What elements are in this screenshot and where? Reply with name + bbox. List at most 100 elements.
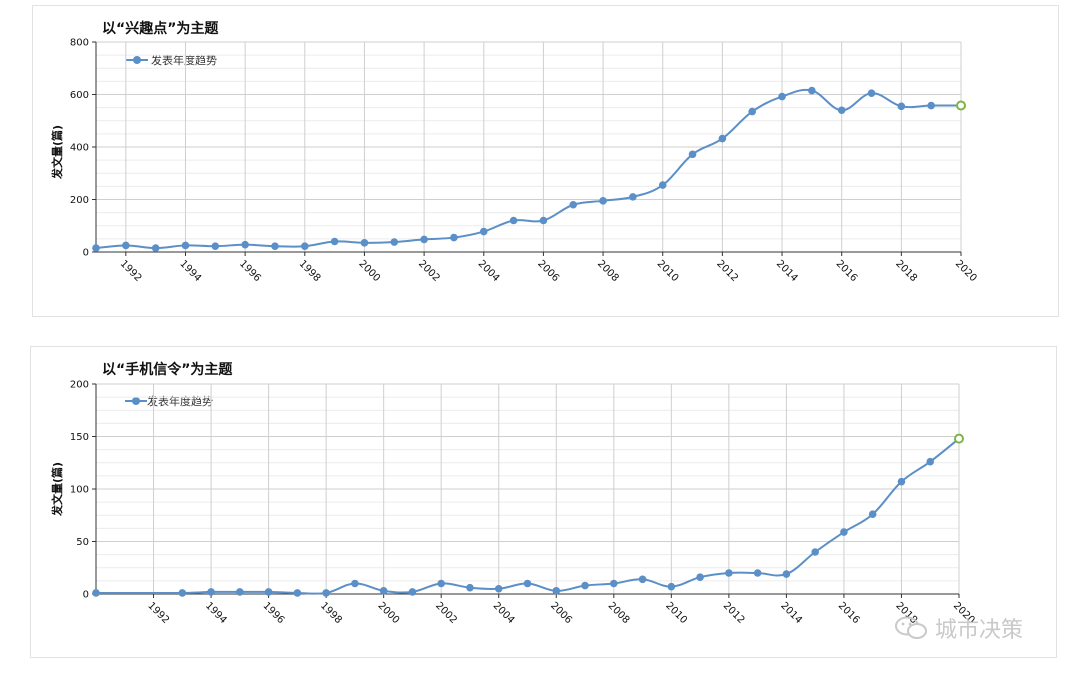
data-point[interactable]: [322, 589, 330, 597]
legend-marker-icon: [132, 397, 140, 405]
data-point[interactable]: [599, 197, 607, 205]
data-point[interactable]: [479, 227, 488, 236]
x-tick-label: 1994: [177, 258, 203, 284]
data-point[interactable]: [867, 89, 876, 97]
data-point[interactable]: [610, 579, 618, 588]
x-tick-label: 2000: [356, 258, 382, 284]
watermark: 城市决策: [893, 612, 1023, 644]
x-tick-label: 2014: [778, 600, 804, 626]
legend[interactable]: 发表年度趋势: [126, 53, 217, 67]
data-point[interactable]: [92, 244, 100, 252]
data-point[interactable]: [300, 242, 309, 251]
data-point[interactable]: [782, 570, 791, 578]
legend-marker-icon: [133, 56, 141, 64]
data-point[interactable]: [241, 240, 249, 249]
data-point[interactable]: [450, 233, 458, 242]
y-tick-label: 800: [70, 38, 89, 49]
data-point[interactable]: [181, 241, 190, 250]
data-point[interactable]: [351, 579, 359, 588]
x-tick-label: 2010: [663, 600, 689, 626]
x-tick-label: 2006: [535, 258, 561, 284]
x-tick-label: 2004: [476, 258, 502, 284]
data-point-latest[interactable]: [954, 433, 964, 444]
x-tick-label: 2016: [836, 600, 862, 626]
data-point[interactable]: [420, 235, 428, 244]
data-point[interactable]: [811, 548, 819, 556]
data-point[interactable]: [494, 584, 503, 593]
legend[interactable]: 发表年度趋势: [125, 394, 213, 408]
y-tick-label: 100: [70, 485, 89, 496]
data-point[interactable]: [667, 582, 676, 591]
x-tick-label: 1996: [237, 258, 263, 284]
x-tick-label: 2012: [714, 258, 740, 284]
data-point[interactable]: [926, 457, 935, 466]
plot-area: 0 200 400 600 800 1992 1994 1996 1998 2000 2002 200…: [70, 38, 979, 285]
x-tick-label: 1998: [318, 600, 344, 626]
data-point[interactable]: [178, 589, 187, 597]
chart-svg-mobile-signaling: 以“手机信令”为主题 发文量(篇) 发表年度趋势 0 50 100 150 200 199…: [50, 361, 977, 626]
data-point[interactable]: [840, 528, 848, 536]
data-point[interactable]: [236, 588, 244, 596]
data-point[interactable]: [778, 92, 786, 101]
x-tick-label: 2016: [834, 258, 860, 284]
x-tick-label: 2002: [433, 600, 459, 626]
y-tick-label: 0: [83, 590, 89, 601]
data-point[interactable]: [638, 575, 647, 584]
data-point[interactable]: [151, 244, 160, 252]
data-point[interactable]: [581, 581, 589, 590]
data-point[interactable]: [868, 510, 877, 518]
legend-label: 发表年度趋势: [151, 53, 217, 67]
wechat-icon: [895, 616, 927, 639]
x-tick-label: 1996: [260, 600, 286, 626]
data-point[interactable]: [629, 193, 637, 201]
legend-label: 发表年度趋势: [147, 394, 213, 408]
x-tick-label: 1992: [118, 258, 144, 284]
data-point[interactable]: [718, 134, 727, 143]
data-point[interactable]: [837, 106, 846, 115]
data-point[interactable]: [390, 238, 399, 246]
data-point[interactable]: [658, 181, 667, 189]
data-point[interactable]: [753, 569, 762, 577]
y-tick-label: 200: [70, 195, 89, 206]
data-point[interactable]: [437, 579, 446, 588]
data-point[interactable]: [211, 242, 220, 251]
data-point[interactable]: [552, 587, 561, 595]
data-point[interactable]: [748, 107, 757, 116]
x-tick-label: 1994: [203, 600, 229, 626]
data-point[interactable]: [207, 588, 215, 596]
data-point[interactable]: [927, 101, 935, 110]
y-axis-title: 发文量(篇): [50, 462, 64, 517]
x-tick-label: 2004: [491, 600, 517, 626]
data-point[interactable]: [330, 237, 339, 246]
data-point[interactable]: [539, 216, 548, 225]
data-point[interactable]: [897, 477, 906, 486]
y-tick-label: 50: [76, 537, 89, 548]
data-point[interactable]: [696, 573, 704, 581]
data-point[interactable]: [897, 102, 906, 111]
data-point[interactable]: [808, 86, 816, 95]
data-point[interactable]: [569, 200, 578, 209]
y-axis-title: 发文量(篇): [50, 125, 64, 180]
data-point[interactable]: [360, 239, 369, 247]
data-point[interactable]: [379, 587, 388, 595]
data-point[interactable]: [523, 579, 532, 588]
x-tick-label: 2020: [953, 258, 979, 284]
chart-title: 以“兴趣点”为主题: [102, 20, 219, 37]
x-tick-label: 2006: [548, 600, 574, 626]
data-point[interactable]: [509, 216, 518, 225]
data-point[interactable]: [122, 241, 130, 250]
data-point[interactable]: [264, 588, 273, 596]
data-point[interactable]: [293, 589, 302, 597]
data-point[interactable]: [408, 588, 417, 596]
data-point[interactable]: [466, 583, 474, 592]
data-point-latest[interactable]: [956, 100, 966, 111]
x-tick-label: 2014: [774, 258, 800, 284]
watermark-text: 城市决策: [935, 618, 1024, 643]
data-point[interactable]: [688, 150, 697, 159]
series-line: [95, 437, 960, 595]
data-point[interactable]: [271, 242, 279, 251]
y-tick-label: 400: [70, 143, 89, 154]
data-point[interactable]: [725, 569, 733, 577]
data-point[interactable]: [92, 589, 100, 597]
x-tick-label: 2008: [606, 600, 632, 626]
